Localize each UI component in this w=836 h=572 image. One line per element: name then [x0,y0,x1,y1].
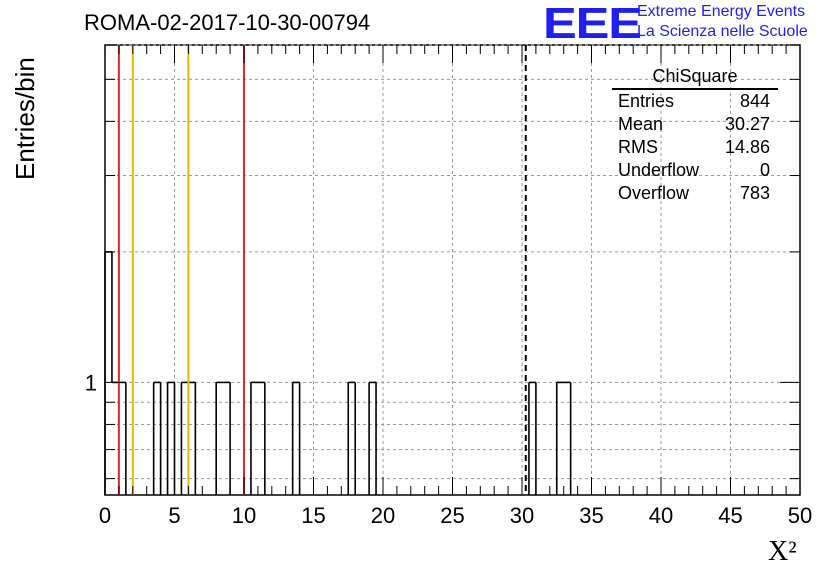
x-tick-label: 15 [301,503,325,528]
x-tick-label: 0 [99,503,111,528]
stats-label: Entries [618,91,675,111]
stats-label: Underflow [618,160,700,180]
stats-row-mean: Mean 30.27 [612,113,778,136]
stats-label: Mean [618,114,664,134]
x-axis-label: X² [768,536,797,567]
stats-value: 14.86 [724,137,770,157]
x-tick-label: 50 [788,503,812,528]
brand-line-2: La Scienza nelle Scuole [637,23,808,40]
y-tick-label: 1 [85,370,97,395]
histogram-bars [104,251,572,495]
y-axis-label: Entries/bin [10,57,40,180]
stats-value: 30.27 [724,114,770,134]
stats-label: Overflow [618,183,690,203]
stats-title: ChiSquare [612,66,778,90]
x-tick-label: 40 [649,503,673,528]
x-tick-label: 10 [232,503,256,528]
grid-lines [105,44,800,495]
stats-row-overflow: Overflow 783 [612,182,778,205]
axis-ticks [104,44,801,495]
x-tick-labels: 0 5 10 15 20 25 30 35 40 45 50 [99,503,812,528]
brand-line-1: Extreme Energy Events [637,3,806,20]
stats-label: RMS [618,137,658,157]
stats-value: 783 [739,183,770,203]
x-tick-label: 35 [579,503,603,528]
run-title: ROMA-02-2017-10-30-00794 [84,10,371,35]
eee-logo: EEE [543,0,642,48]
y-tick-labels: 1 [85,370,97,395]
stats-row-entries: Entries 844 [612,90,778,113]
x-tick-label: 45 [718,503,742,528]
stats-box: ChiSquare Entries 844 Mean 30.27 RMS 14.… [612,66,778,205]
x-tick-label: 20 [371,503,395,528]
stats-value: 0 [759,160,770,180]
x-tick-label: 30 [510,503,534,528]
stats-row-rms: RMS 14.86 [612,136,778,159]
x-tick-label: 5 [168,503,180,528]
stats-value: 844 [739,91,770,111]
stats-row-underflow: Underflow 0 [612,159,778,182]
x-tick-label: 25 [440,503,464,528]
marker-lines [117,45,527,495]
